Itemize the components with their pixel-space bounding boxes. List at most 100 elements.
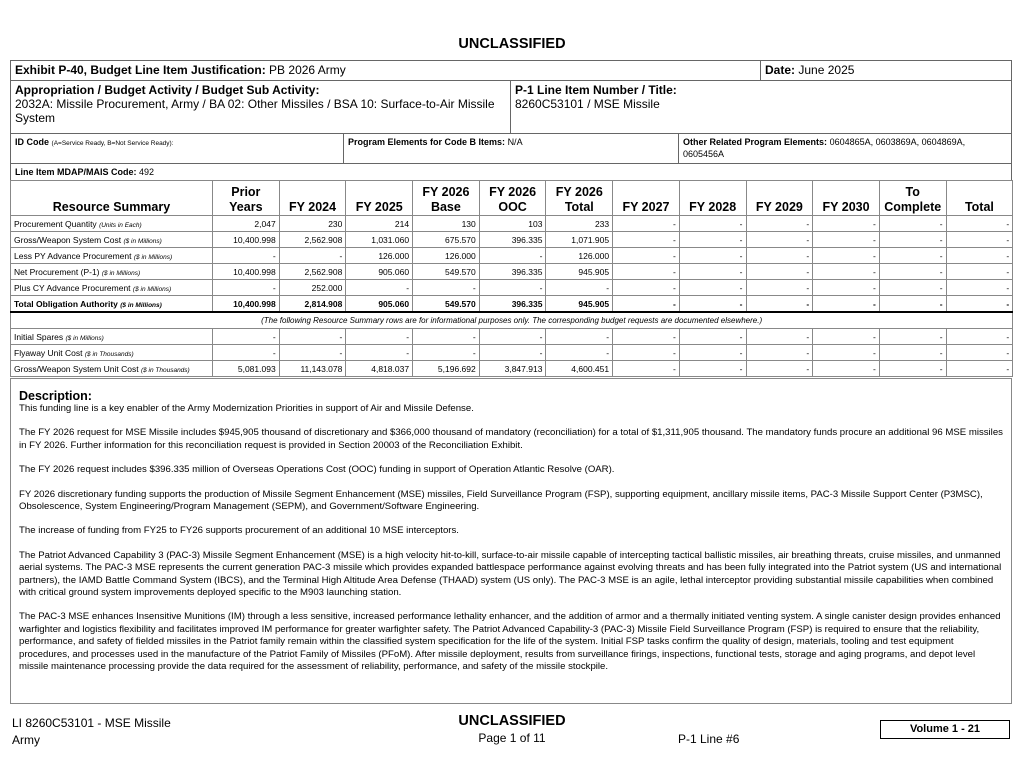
row: Less PY Advance Procurement ($ in Millio… bbox=[10, 247, 1014, 264]
p1-line: P-1 Line #6 bbox=[678, 732, 740, 746]
cell: - bbox=[212, 279, 280, 296]
unit: ($ in Millions) bbox=[120, 301, 162, 309]
cell: - bbox=[412, 279, 480, 296]
resource-summary: Resource Summary Prior Years FY 2024 FY 202… bbox=[9, 180, 1014, 377]
cell: - bbox=[878, 215, 947, 232]
cell: - bbox=[612, 215, 680, 232]
cell: 905.060 bbox=[345, 263, 414, 280]
row: Gross/Weapon System Cost ($ in Millions)… bbox=[10, 231, 1014, 248]
line-item: LI 8260C53101 - MSE Missile bbox=[12, 716, 171, 730]
row-label: Procurement Quantity (Units in Each) bbox=[10, 215, 213, 232]
cell: - bbox=[745, 247, 814, 264]
cell: - bbox=[812, 215, 880, 232]
unit: ($ in Millions) bbox=[133, 253, 173, 261]
label: Plus CY Advance Procurement bbox=[14, 282, 131, 293]
cell: 3,847.913 bbox=[478, 360, 547, 377]
cell: 126.000 bbox=[412, 247, 480, 264]
value: 0604865A, 0603869A, 0604869A, 0605456A bbox=[683, 137, 966, 159]
cell: - bbox=[812, 295, 880, 313]
page-number: Page 1 of 11 bbox=[478, 731, 546, 745]
cell: - bbox=[878, 231, 947, 248]
paragraph: FY 2026 discretionary funding supports t… bbox=[19, 488, 983, 513]
value: 2032A: Missile Procurement, Army / BA 02… bbox=[15, 97, 495, 125]
cell: - bbox=[745, 344, 814, 361]
note-row: (The following Resource Summary rows are… bbox=[9, 311, 1014, 329]
cell: - bbox=[745, 231, 814, 248]
label: Appropriation / Budget Activity / Budget… bbox=[15, 83, 320, 97]
cell: - bbox=[945, 263, 1014, 280]
cell: - bbox=[212, 328, 280, 345]
cell: - bbox=[612, 328, 680, 345]
unit: ($ in Millions) bbox=[123, 237, 162, 245]
column-header: FY 2028 bbox=[678, 180, 747, 216]
footer-classification: UNCLASSIFIED bbox=[458, 713, 566, 729]
description-title: Description: bbox=[19, 389, 92, 403]
cell: - bbox=[678, 247, 747, 264]
other-related: Other Related Program Elements: 0604865A… bbox=[678, 133, 1012, 164]
cell: 2,562.908 bbox=[278, 263, 347, 280]
cell: - bbox=[545, 279, 614, 296]
row-label: Initial Spares ($ in Millions) bbox=[10, 328, 213, 345]
cell: - bbox=[812, 344, 880, 361]
cell: - bbox=[878, 263, 947, 280]
cell: - bbox=[212, 344, 280, 361]
column-header: FY 2026 Base bbox=[412, 180, 480, 216]
cell: 103 bbox=[478, 215, 547, 232]
cell: - bbox=[478, 247, 547, 264]
label: Gross/Weapon System Unit Cost bbox=[14, 363, 139, 374]
cell: - bbox=[612, 295, 680, 313]
paragraph: The PAC-3 MSE enhances Insensitive Munit… bbox=[19, 611, 1001, 673]
cell: - bbox=[812, 247, 880, 264]
label: Flyaway Unit Cost bbox=[14, 347, 83, 358]
unit: ($ in Millions) bbox=[132, 285, 172, 293]
label: ID Code bbox=[15, 137, 50, 147]
cell: - bbox=[812, 360, 880, 377]
cell: - bbox=[878, 344, 947, 361]
unit: ($ in Millions) bbox=[101, 269, 141, 277]
value: 8260C53101 / MSE Missile bbox=[515, 97, 660, 111]
cell: 252.000 bbox=[278, 279, 347, 296]
cell: - bbox=[612, 231, 680, 248]
cell: - bbox=[278, 328, 347, 345]
cell: - bbox=[878, 279, 947, 296]
cell: 11,143.078 bbox=[278, 360, 347, 377]
cell: 945.905 bbox=[545, 295, 614, 313]
cell: 945.905 bbox=[545, 263, 614, 280]
cell: - bbox=[945, 295, 1014, 313]
unit: ($ in Millions) bbox=[65, 334, 104, 342]
cell: 126.000 bbox=[545, 247, 614, 264]
column-header: FY 2026 OOC bbox=[478, 180, 547, 216]
header-row: Resource Summary Prior Years FY 2024 FY 202… bbox=[10, 180, 1014, 216]
cell: - bbox=[812, 263, 880, 280]
label: Total Obligation Authority bbox=[14, 298, 118, 309]
cell: - bbox=[345, 279, 414, 296]
unit: ($ in Thousands) bbox=[140, 366, 190, 374]
note: (The following Resource Summary rows are… bbox=[9, 311, 1014, 329]
cell: - bbox=[812, 328, 880, 345]
column-header: Total bbox=[945, 180, 1014, 216]
label: Initial Spares bbox=[14, 331, 64, 342]
cell: 233 bbox=[545, 215, 614, 232]
column-header: Prior Years bbox=[212, 180, 280, 216]
cell: - bbox=[878, 295, 947, 313]
row: Procurement Quantity (Units in Each) 2,04… bbox=[10, 215, 1014, 232]
label: Less PY Advance Procurement bbox=[14, 250, 132, 261]
classification: UNCLASSIFIED bbox=[458, 36, 566, 52]
cell: 126.000 bbox=[345, 247, 414, 264]
column-header: FY 2027 bbox=[612, 180, 680, 216]
cell: - bbox=[478, 328, 547, 345]
paragraph: The FY 2026 request includes $396.335 mi… bbox=[19, 464, 615, 476]
label: Line Item MDAP/MAIS Code: bbox=[15, 167, 137, 177]
cell: - bbox=[212, 247, 280, 264]
cell: 1,071.905 bbox=[545, 231, 614, 248]
column-header: FY 2024 bbox=[278, 180, 347, 216]
cell: - bbox=[745, 360, 814, 377]
p1-line-item: P-1 Line Item Number / Title: 8260C53101 … bbox=[510, 80, 1012, 134]
value: June 2025 bbox=[798, 63, 855, 77]
cell: 675.570 bbox=[412, 231, 480, 248]
cell: - bbox=[478, 279, 547, 296]
label: Program Elements for Code B Items: bbox=[348, 137, 506, 147]
row-label: Total Obligation Authority ($ in Million… bbox=[10, 295, 213, 313]
cell: 549.570 bbox=[412, 263, 480, 280]
cell: 2,047 bbox=[212, 215, 280, 232]
